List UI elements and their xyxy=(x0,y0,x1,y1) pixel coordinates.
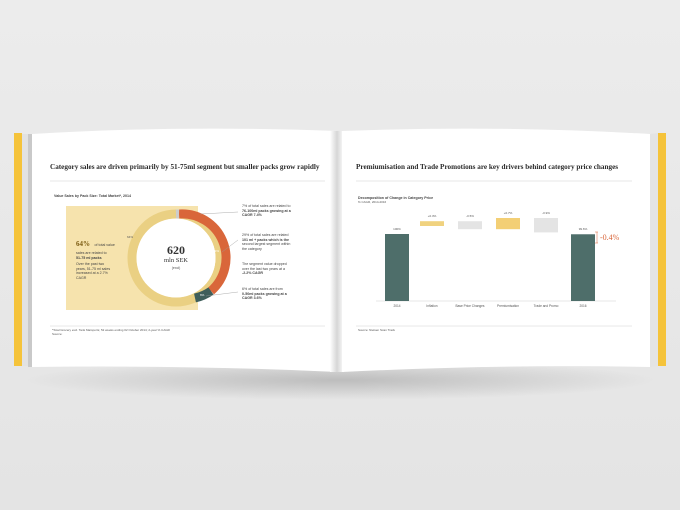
connector-2 xyxy=(221,239,239,253)
callout-64-line2: sales are related to xyxy=(76,251,107,255)
left-chart-title: Value Sales by Pack Size: Total Market*,… xyxy=(54,194,132,198)
callout-growth: Over the past two years, 51-75 ml sales … xyxy=(76,262,134,280)
connector-3 xyxy=(205,291,239,297)
waterfall-category-label-4: Trade and Promo xyxy=(533,304,559,308)
right-page-title: Premiumisation and Trade Promotions are … xyxy=(356,163,619,171)
callout-64-pct: 64% xyxy=(76,240,90,248)
note2-line1: 29% of total sales are related xyxy=(242,233,289,237)
note4-line1: 6% of total sales are from xyxy=(242,287,283,291)
waterfall-category-label-5: 2016 xyxy=(579,304,587,308)
note2-line3: second largest segment within xyxy=(242,242,291,247)
left-page-title: Category sales are driven primarily by 5… xyxy=(50,163,320,171)
callout-64: 64% of total value sales are related to … xyxy=(76,233,134,260)
ring-segment-29 xyxy=(178,209,231,295)
ring-label-29: 29% xyxy=(213,249,220,253)
waterfall-value-label-0: 100% xyxy=(393,227,401,231)
callout-growth-line4: CAGR xyxy=(76,275,87,280)
left-footnote: *Total Grocery excl. Tank Marsports; 52 … xyxy=(52,328,170,332)
note1-line1: 7% of total sales are related to xyxy=(242,204,291,208)
waterfall-bar-0 xyxy=(385,234,409,301)
waterfall-value-label-2: -0.5% xyxy=(466,214,474,219)
left-yellow-tab xyxy=(14,133,22,366)
note-76-100: 7% of total sales are related to 76-100m… xyxy=(242,204,326,218)
left-page-stack xyxy=(22,134,28,366)
waterfall-category-label-2: Base Price Changes xyxy=(455,304,485,308)
ring-label-6: 6% xyxy=(200,293,205,297)
right-page xyxy=(342,128,650,372)
ring-hole xyxy=(136,218,216,298)
right-chart-subtitle: % CAGR, 2014-2016 xyxy=(358,200,387,204)
note3-line2: over the last two years at a xyxy=(242,266,285,271)
right-chart-title: Decomposition of Change in Category Pric… xyxy=(358,196,434,200)
waterfall-bar-4 xyxy=(534,218,558,233)
ring-segment-6 xyxy=(193,287,214,303)
note1-line2: 76-100ml packs growing at a xyxy=(242,208,291,213)
callout-growth-line3: increased at a 2.7% xyxy=(76,271,108,276)
note1-line3: CAGR 7.4% xyxy=(242,213,262,218)
ring-label-64: 64% xyxy=(127,235,134,239)
waterfall-category-label-3: Premiumisation xyxy=(497,304,519,308)
callout-growth-line2: years, 51-75 ml sales xyxy=(76,266,111,271)
waterfall-category-label-0: 2014 xyxy=(393,304,401,308)
waterfall-bars xyxy=(385,218,595,301)
callout-64-line3: 51-75 ml packs xyxy=(76,255,102,260)
note3-line1: The segment value dropped xyxy=(242,262,287,266)
waterfall-bar-1 xyxy=(420,221,444,226)
note3-line3: -2.2% CAGR xyxy=(242,271,263,276)
waterfall-bar-2 xyxy=(458,221,482,230)
gutter xyxy=(330,131,344,372)
net-change-callout: -0.4% xyxy=(600,233,620,242)
waterfall-value-label-3: +0.7% xyxy=(503,211,513,215)
callout-growth-line1: Over the past two xyxy=(76,262,105,266)
waterfall-bar-5 xyxy=(571,234,595,301)
waterfall-bar-3 xyxy=(496,218,520,230)
note-drop: The segment value dropped over the last … xyxy=(242,262,326,276)
note2-line4: the category xyxy=(242,246,262,251)
right-yellow-tab xyxy=(658,133,666,366)
ring-center-unit: mln SEK xyxy=(163,257,189,264)
left-page-edge xyxy=(28,134,32,367)
connector-1 xyxy=(199,211,239,215)
ring-center-value: 620 xyxy=(167,243,185,257)
note-0-50: 6% of total sales are from 0-50ml packs … xyxy=(242,287,326,301)
note-101plus: 29% of total sales are related 101 ml + … xyxy=(242,233,326,251)
left-source: Source: xyxy=(52,332,63,336)
waterfall-category-label-1: Inflation xyxy=(426,304,438,308)
waterfall-value-label-4: -0.9% xyxy=(542,211,550,215)
ring-center-note: (excl) xyxy=(171,266,181,270)
note4-line3: CAGR 3.6% xyxy=(242,296,262,301)
note2-line2: 101 ml + packs which is the xyxy=(242,237,290,242)
note4-line2: 0-50ml packs growing at a xyxy=(242,291,287,296)
right-source: Source: Nielsen Scan Track xyxy=(358,328,396,332)
right-page-stack xyxy=(650,133,658,367)
waterfall-value-label-1: +0.3% xyxy=(427,214,437,219)
callout-64-line1: of total value xyxy=(94,243,115,247)
waterfall-value-label-5: 99.6% xyxy=(578,227,588,232)
